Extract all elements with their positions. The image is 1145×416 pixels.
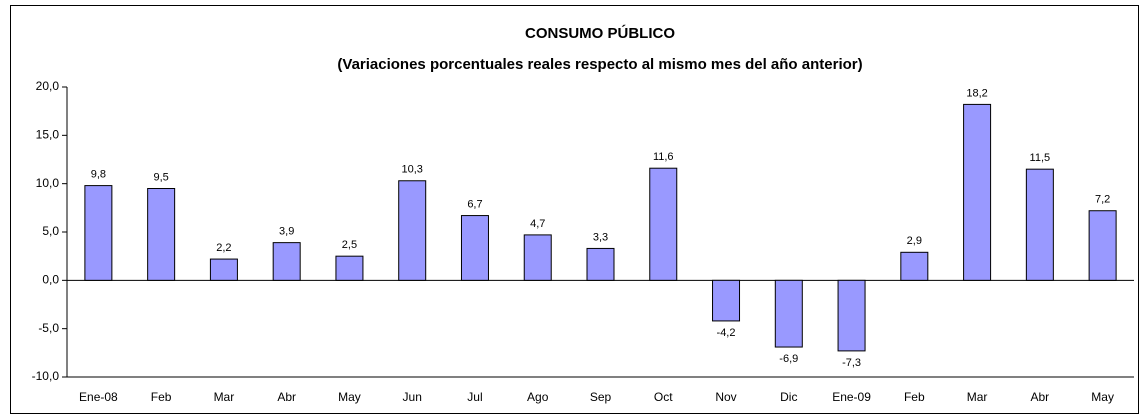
x-tick-label: Oct	[654, 390, 673, 404]
x-tick-label: Ene-08	[79, 390, 118, 404]
x-tick-label: Dic	[780, 390, 797, 404]
value-label: -4,2	[717, 327, 736, 339]
value-label: 2,5	[342, 239, 357, 251]
chart-subtitle: (Variaciones porcentuales reales respect…	[337, 56, 862, 73]
bar	[649, 167, 678, 281]
y-tick-label: -5,0	[38, 321, 59, 335]
value-label: 2,2	[216, 242, 231, 254]
value-label: -6,9	[779, 353, 798, 365]
y-tick-label: 20,0	[36, 79, 60, 93]
bar	[712, 279, 741, 322]
bar	[586, 247, 615, 281]
y-tick-label: 0,0	[42, 273, 59, 287]
x-tick-label: Sep	[590, 390, 612, 404]
bar	[398, 180, 427, 281]
y-tick-label: 5,0	[42, 224, 59, 238]
x-tick-label: Mar	[214, 390, 235, 404]
value-label: -7,3	[842, 357, 861, 369]
x-tick-label: Nov	[715, 390, 736, 404]
bar	[460, 215, 489, 281]
bar	[209, 258, 238, 281]
x-tick-label: May	[1091, 390, 1114, 404]
x-tick-label: Ene-09	[832, 390, 871, 404]
bar	[1025, 168, 1054, 281]
value-label: 4,7	[530, 218, 545, 230]
value-label: 3,3	[593, 231, 608, 243]
bar	[1088, 210, 1117, 281]
value-label: 6,7	[467, 198, 482, 210]
bar	[147, 188, 176, 281]
x-tick-label: Ago	[527, 390, 549, 404]
value-label: 3,9	[279, 226, 294, 238]
bar	[335, 255, 364, 281]
y-tick-label: 15,0	[36, 128, 60, 142]
value-label: 7,2	[1095, 194, 1110, 206]
y-tick-label: -10,0	[32, 369, 60, 383]
bar	[900, 251, 929, 281]
x-tick-label: Feb	[904, 390, 925, 404]
value-label: 2,9	[907, 235, 922, 247]
value-label: 18,2	[966, 87, 987, 99]
bar	[837, 279, 866, 352]
x-tick-label: Mar	[967, 390, 988, 404]
bar	[963, 103, 992, 281]
bar	[272, 242, 301, 281]
x-tick-label: May	[338, 390, 361, 404]
bar	[84, 185, 113, 281]
value-label: 10,3	[401, 164, 422, 176]
value-label: 11,5	[1030, 152, 1051, 164]
value-label: 9,8	[91, 169, 106, 181]
x-tick-label: Abr	[277, 390, 296, 404]
x-tick-label: Abr	[1031, 390, 1050, 404]
bar	[523, 234, 552, 281]
value-label: 11,6	[653, 151, 674, 163]
chart-title: CONSUMO PÚBLICO	[525, 24, 675, 42]
bar	[774, 279, 803, 348]
value-label: 9,5	[153, 171, 168, 183]
x-tick-label: Jun	[403, 390, 422, 404]
chart-frame	[10, 5, 1139, 414]
x-tick-label: Feb	[151, 390, 172, 404]
x-tick-label: Jul	[467, 390, 482, 404]
y-tick-label: 10,0	[36, 176, 60, 190]
